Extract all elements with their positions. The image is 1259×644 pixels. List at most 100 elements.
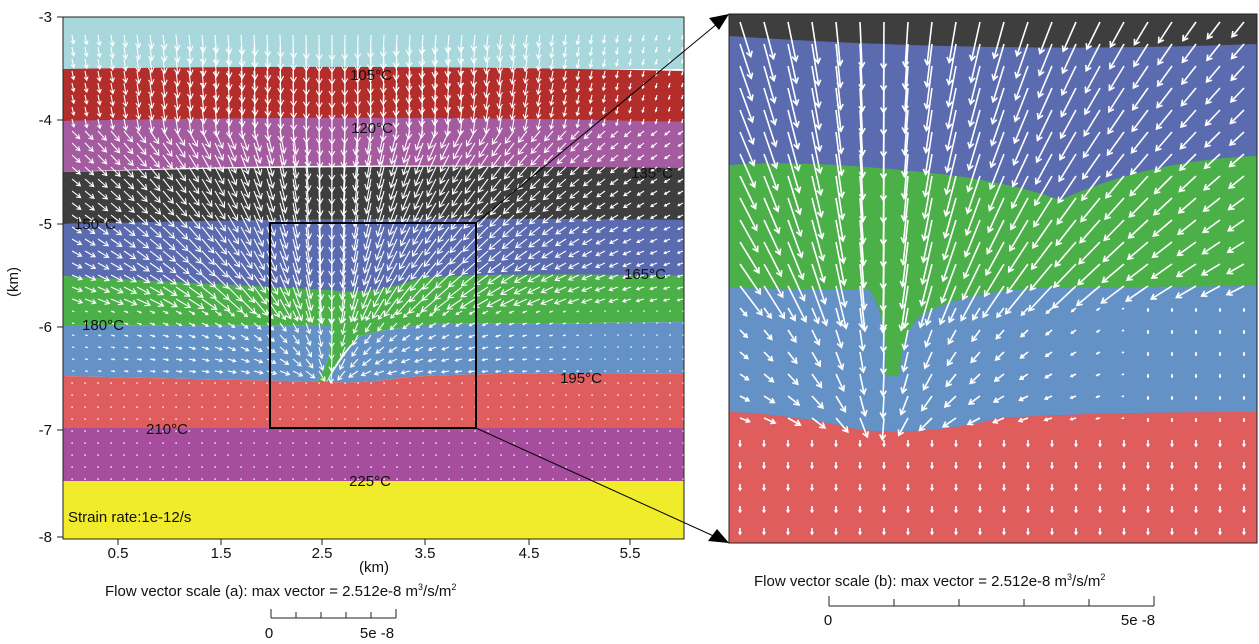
flow-vector xyxy=(529,190,541,202)
flow-vector xyxy=(636,178,645,184)
flow-vector xyxy=(787,307,796,322)
flow-vector xyxy=(589,358,593,360)
flow-vector xyxy=(535,106,542,119)
flow-vector xyxy=(214,394,216,396)
flow-vector xyxy=(389,154,398,177)
flow-vector xyxy=(954,484,958,492)
flow-vector xyxy=(1107,87,1125,114)
flow-vector xyxy=(413,166,424,187)
flow-vector xyxy=(162,250,177,262)
flow-vector xyxy=(575,322,580,325)
flow-vector xyxy=(509,82,516,97)
flow-vector xyxy=(383,394,385,396)
flow-vector xyxy=(663,274,671,279)
flow-vector xyxy=(162,130,173,146)
flow-vector xyxy=(415,310,424,318)
flow-vector xyxy=(960,285,981,322)
flow-vector xyxy=(965,175,981,215)
panel-a-flow-vectors xyxy=(70,34,684,480)
flow-vector xyxy=(615,82,619,91)
flow-vector xyxy=(1229,109,1245,125)
flow-vector xyxy=(636,202,645,208)
flow-vector xyxy=(122,70,129,84)
flow-vector xyxy=(214,358,224,363)
flow-vector xyxy=(1218,440,1222,448)
flow-vector xyxy=(834,440,838,448)
flow-vector xyxy=(331,454,333,456)
flow-vector xyxy=(110,130,121,142)
flow-vector xyxy=(348,370,359,378)
flow-vector xyxy=(84,250,96,258)
flow-vector xyxy=(542,202,554,212)
flow-vector xyxy=(123,334,129,337)
flow-vector xyxy=(149,190,161,204)
flow-vector xyxy=(503,166,515,180)
flow-vector xyxy=(978,462,982,470)
flow-vector xyxy=(562,34,568,47)
flow-vector xyxy=(123,274,137,283)
flow-vector xyxy=(240,154,250,175)
flow-vector xyxy=(214,406,216,408)
flow-vector xyxy=(279,478,281,480)
flow-vector xyxy=(175,334,183,338)
flow-vector xyxy=(509,70,516,86)
flow-vector xyxy=(508,346,515,350)
flow-vector xyxy=(1128,197,1149,218)
scale-a-min: 0 xyxy=(265,625,273,642)
flow-vector xyxy=(1009,197,1029,231)
flow-vector xyxy=(264,58,272,82)
flow-vector xyxy=(535,334,541,337)
flow-vector xyxy=(352,166,360,192)
flow-vector xyxy=(214,274,230,290)
flow-vector xyxy=(435,430,437,432)
flow-vector xyxy=(253,250,265,271)
flow-vector xyxy=(677,226,684,231)
flow-vector xyxy=(1104,175,1125,199)
flow-vector xyxy=(1098,506,1102,514)
flow-vector xyxy=(340,310,347,324)
flow-vector xyxy=(739,307,748,317)
flow-vector xyxy=(188,130,199,148)
flow-vector xyxy=(539,442,541,444)
flow-vector xyxy=(924,329,933,348)
flow-vector xyxy=(513,274,528,283)
flow-vector xyxy=(617,370,619,372)
flow-vector xyxy=(279,370,291,376)
flow-vector xyxy=(148,70,155,86)
flow-vector xyxy=(496,34,504,51)
flow-vector xyxy=(253,322,262,330)
flow-vector xyxy=(656,310,658,312)
flow-vector xyxy=(110,190,122,201)
flow-vector xyxy=(110,310,116,313)
flow-vector xyxy=(266,442,268,444)
flow-vector xyxy=(565,442,567,444)
flow-vector xyxy=(608,298,619,304)
flow-vector xyxy=(253,370,264,375)
flow-vector xyxy=(149,226,163,238)
flow-vector xyxy=(136,262,150,272)
flow-vector xyxy=(630,478,632,480)
flow-vector xyxy=(535,82,542,96)
flow-vector xyxy=(1205,87,1221,105)
flow-vector xyxy=(418,70,426,92)
flow-vector xyxy=(444,82,452,102)
flow-vector xyxy=(147,58,155,74)
flow-vector xyxy=(444,46,452,66)
flow-vector xyxy=(549,322,554,325)
flow-vector xyxy=(123,346,129,349)
flow-vector xyxy=(373,262,385,285)
flow-vector xyxy=(431,70,439,91)
flow-vector xyxy=(1034,153,1053,185)
flow-vector xyxy=(567,262,580,270)
flow-vector xyxy=(1050,462,1054,470)
flow-vector xyxy=(1060,87,1077,118)
flow-vector xyxy=(669,478,671,480)
flow-vector xyxy=(1176,219,1197,236)
flow-vector xyxy=(500,418,502,420)
flow-vector xyxy=(461,454,463,456)
flow-vector xyxy=(835,329,844,349)
flow-vector xyxy=(677,202,684,207)
flow-vector xyxy=(328,310,335,324)
flow-vector xyxy=(604,406,606,408)
flow-vector xyxy=(109,34,115,48)
